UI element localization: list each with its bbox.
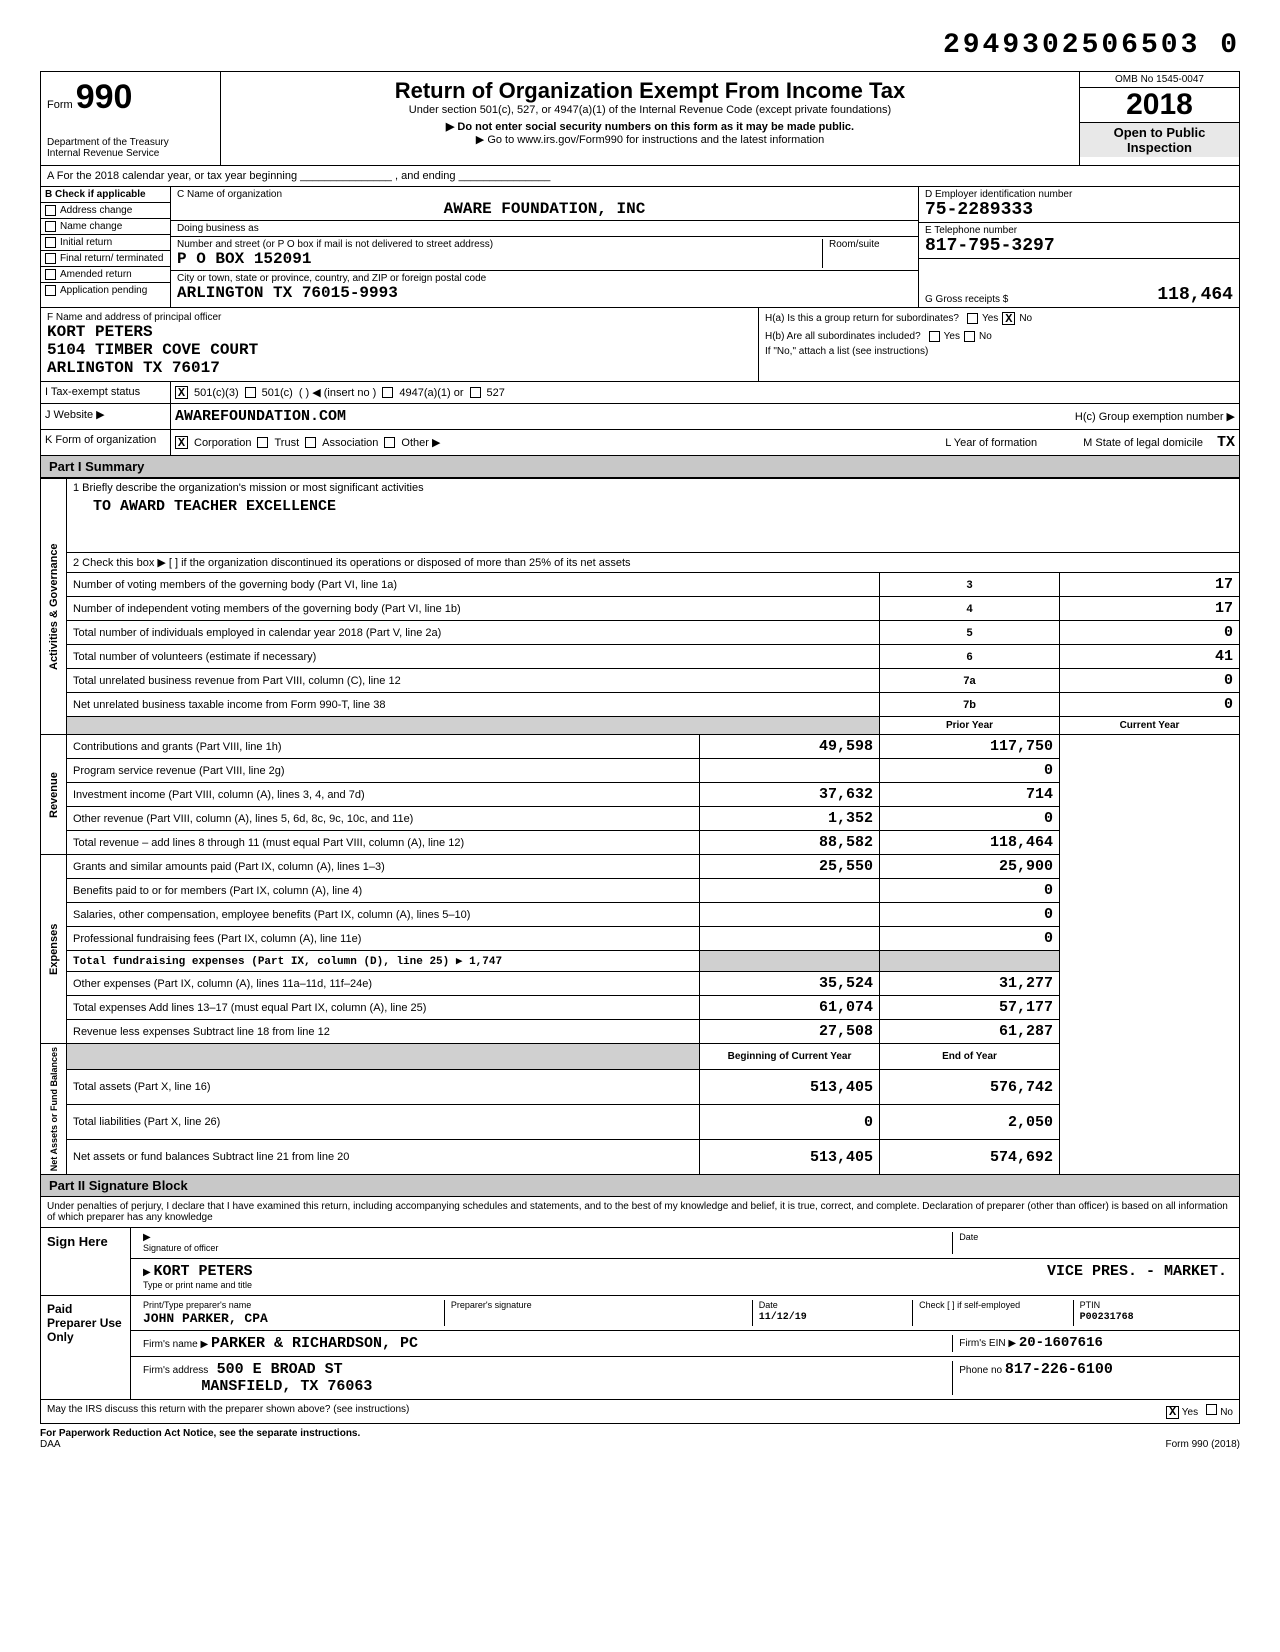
table-row: Total assets (Part X, line 16)513,405576…	[41, 1070, 1240, 1105]
table-row: Total fundraising expenses (Part IX, col…	[41, 951, 1240, 972]
table-row: Total number of individuals employed in …	[41, 621, 1240, 645]
form-number: 990	[76, 78, 133, 116]
state-domicile: TX	[1217, 434, 1235, 451]
governance-label: Activities & Governance	[41, 479, 67, 735]
group-return-section: H(a) Is this a group return for subordin…	[759, 308, 1239, 381]
perjury-disclaimer: Under penalties of perjury, I declare th…	[41, 1197, 1239, 1228]
part1-header: Part I Summary	[40, 456, 1240, 478]
table-row: Total number of volunteers (estimate if …	[41, 645, 1240, 669]
firm-address1: 500 E BROAD ST	[217, 1361, 343, 1378]
mission-text: TO AWARD TEACHER EXCELLENCE	[73, 494, 1233, 519]
column-b: B Check if applicable Address change Nam…	[41, 187, 171, 307]
tel-value: 817-795-3297	[925, 236, 1233, 256]
preparer-name: JOHN PARKER, CPA	[143, 1311, 268, 1326]
table-row: Total expenses Add lines 13–17 (must equ…	[41, 996, 1240, 1020]
street-row: Number and street (or P O box if mail is…	[171, 237, 918, 271]
officer-name: KORT PETERS	[47, 323, 752, 341]
check-final-return: Final return/ terminated	[41, 251, 170, 267]
check-initial-return: Initial return	[41, 235, 170, 251]
principal-row: F Name and address of principal officer …	[40, 308, 1240, 382]
row-k: K Form of organization XCorporation Trus…	[40, 430, 1240, 456]
table-row: Other revenue (Part VIII, column (A), li…	[41, 807, 1240, 831]
check-501c3: X	[175, 386, 188, 399]
table-row: Number of independent voting members of …	[41, 597, 1240, 621]
table-row: Salaries, other compensation, employee b…	[41, 903, 1240, 927]
table-row: Professional fundraising fees (Part IX, …	[41, 927, 1240, 951]
ein-row: D Employer identification number 75-2289…	[919, 187, 1239, 223]
table-row: Total unrelated business revenue from Pa…	[41, 669, 1240, 693]
check-application-pending: Application pending	[41, 283, 170, 298]
city-state-zip: ARLINGTON TX 76015-9993	[177, 284, 912, 302]
table-row: Total revenue – add lines 8 through 11 (…	[41, 831, 1240, 855]
table-row: Net assets or fund balances Subtract lin…	[41, 1140, 1240, 1175]
principal-officer: F Name and address of principal officer …	[41, 308, 759, 381]
discuss-row: May the IRS discuss this return with the…	[40, 1400, 1240, 1424]
open-public: Open to Public Inspection	[1080, 123, 1239, 157]
table-row: Investment income (Part VIII, column (A)…	[41, 783, 1240, 807]
line-a: A For the 2018 calendar year, or tax yea…	[40, 166, 1240, 187]
dba-row: Doing business as	[171, 221, 918, 237]
signer-title: VICE PRES. - MARKET.	[1047, 1263, 1227, 1280]
column-c: C Name of organization AWARE FOUNDATION,…	[171, 187, 919, 307]
table-row: Benefits paid to or for members (Part IX…	[41, 879, 1240, 903]
table-row: Other expenses (Part IX, column (A), lin…	[41, 972, 1240, 996]
officer-city: ARLINGTON TX 76017	[47, 359, 752, 377]
form-label: Form	[47, 99, 73, 111]
room-suite: Room/suite	[822, 239, 912, 268]
tel-row: E Telephone number 817-795-3297	[919, 223, 1239, 259]
section-bcd: B Check if applicable Address change Nam…	[40, 187, 1240, 308]
preparer-date: 11/12/19	[759, 1312, 807, 1323]
gross-row: G Gross receipts $ 118,464	[919, 259, 1239, 307]
header-right: OMB No 1545-0047 2018 Open to Public Ins…	[1079, 72, 1239, 165]
firm-name: PARKER & RICHARDSON, PC	[211, 1335, 418, 1352]
table-row: Program service revenue (Part VIII, line…	[41, 759, 1240, 783]
firm-address2: MANSFIELD, TX 76063	[201, 1378, 372, 1395]
footer: For Paperwork Reduction Act Notice, see …	[40, 1428, 1240, 1450]
row-j: J Website ▶ AWAREFOUNDATION.COM H(c) Gro…	[40, 404, 1240, 430]
row-i: I Tax-exempt status X501(c)(3) 501(c)( )…	[40, 382, 1240, 404]
check-address-change: Address change	[41, 203, 170, 219]
org-name: AWARE FOUNDATION, INC	[177, 200, 912, 218]
summary-table: Activities & Governance 1 Briefly descri…	[40, 478, 1240, 1175]
ptin: P00231768	[1080, 1312, 1134, 1323]
table-row: Net unrelated business taxable income fr…	[41, 693, 1240, 717]
ssn-warning: ▶ Do not enter social security numbers o…	[227, 120, 1073, 133]
paid-preparer-label: Paid Preparer Use Only	[41, 1296, 131, 1399]
website: AWAREFOUNDATION.COM	[175, 408, 346, 425]
ein-value: 75-2289333	[925, 200, 1233, 220]
table-row: Number of voting members of the governin…	[41, 573, 1240, 597]
table-row: Revenue less expenses Subtract line 18 f…	[41, 1020, 1240, 1044]
omb-number: OMB No 1545-0047	[1080, 72, 1239, 88]
org-name-row: C Name of organization AWARE FOUNDATION,…	[171, 187, 918, 221]
form-title: Return of Organization Exempt From Incom…	[227, 78, 1073, 104]
officer-street: 5104 TIMBER COVE COURT	[47, 341, 752, 359]
check-name-change: Name change	[41, 219, 170, 235]
firm-phone: 817-226-6100	[1005, 1361, 1113, 1378]
check-corporation: X	[175, 436, 188, 449]
header-left: Form 990 Department of the Treasury Inte…	[41, 72, 221, 165]
document-id: 2949302506503 0	[40, 30, 1240, 61]
goto-link: ▶ Go to www.irs.gov/Form990 for instruct…	[227, 133, 1073, 146]
form-header: Form 990 Department of the Treasury Inte…	[40, 71, 1240, 166]
part2-header: Part II Signature Block	[40, 1175, 1240, 1197]
street-address: P O BOX 152091	[177, 250, 822, 268]
gross-receipts: 118,464	[1157, 285, 1233, 305]
table-row: ExpensesGrants and similar amounts paid …	[41, 855, 1240, 879]
sign-here-label: Sign Here	[41, 1228, 131, 1295]
check-amended: Amended return	[41, 267, 170, 283]
tax-year: 2018	[1080, 88, 1239, 123]
table-row: RevenueContributions and grants (Part VI…	[41, 735, 1240, 759]
signature-block: Under penalties of perjury, I declare th…	[40, 1197, 1240, 1400]
dept-treasury: Department of the Treasury	[47, 137, 214, 148]
form-subtitle: Under section 501(c), 527, or 4947(a)(1)…	[227, 104, 1073, 116]
table-row: Total liabilities (Part X, line 26)02,05…	[41, 1105, 1240, 1140]
column-de: D Employer identification number 75-2289…	[919, 187, 1239, 307]
city-row: City or town, state or province, country…	[171, 271, 918, 304]
col-b-header: B Check if applicable	[41, 187, 170, 203]
signer-name: KORT PETERS	[153, 1263, 252, 1280]
header-center: Return of Organization Exempt From Incom…	[221, 72, 1079, 165]
firm-ein: 20-1607616	[1019, 1335, 1103, 1351]
irs-label: Internal Revenue Service	[47, 148, 214, 159]
